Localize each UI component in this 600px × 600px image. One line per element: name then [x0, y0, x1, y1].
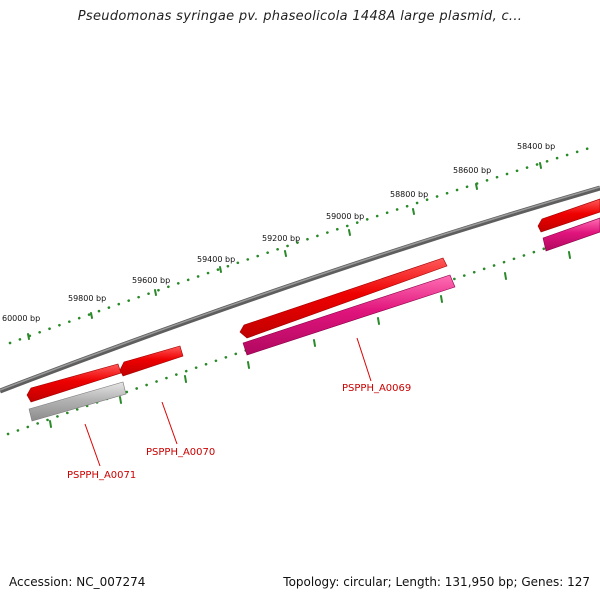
- plasmid-backbone: [0, 185, 600, 394]
- leader-line-a0069: [356, 337, 372, 382]
- ruler-label-59200: 59200 bp: [262, 234, 300, 243]
- gene-label-a0071[interactable]: PSPPH_A0071: [67, 470, 136, 481]
- inner-major-tick: [504, 272, 507, 280]
- ruler-label-59000: 59000 bp: [326, 212, 364, 221]
- gene-label-a0069[interactable]: PSPPH_A0069: [342, 383, 411, 394]
- ruler-label-59600: 59600 bp: [132, 276, 170, 285]
- inner-major-tick: [313, 339, 316, 347]
- gene-label-a0070[interactable]: PSPPH_A0070: [146, 447, 215, 458]
- inner-major-tick: [377, 317, 380, 325]
- outer-major-tick: [475, 183, 478, 190]
- leader-line-a0071: [84, 423, 101, 467]
- gene-arrow-a0070[interactable]: [119, 345, 184, 377]
- cds-bar-a0069[interactable]: [242, 274, 456, 356]
- outer-ruler: [8, 144, 598, 345]
- map-title: Pseudomonas syringae pv. phaseolicola 14…: [77, 9, 523, 24]
- outer-major-tick: [284, 250, 287, 257]
- ruler-labels: 60000 bp 59800 bp 59600 bp 59400 bp 5920…: [2, 142, 555, 323]
- ruler-label-59800: 59800 bp: [68, 294, 106, 303]
- ruler-label-58800: 58800 bp: [390, 190, 428, 199]
- inner-major-tick: [568, 251, 571, 259]
- outer-major-tick: [154, 289, 157, 296]
- outer-major-tick: [27, 333, 30, 340]
- ruler-label-60000: 60000 bp: [2, 314, 40, 323]
- ruler-label-59400: 59400 bp: [197, 255, 235, 264]
- inner-ruler: [6, 228, 600, 436]
- outer-major-tick: [412, 208, 415, 215]
- ruler-label-58400: 58400 bp: [517, 142, 555, 151]
- ruler-label-58600: 58600 bp: [453, 166, 491, 175]
- gene-arrow-a0069[interactable]: [239, 257, 448, 339]
- inner-major-tick: [440, 295, 443, 303]
- leader-line-a0070: [161, 401, 178, 445]
- accession-label: Accession: NC_007274: [9, 575, 146, 589]
- cds-bar-a0071[interactable]: [28, 381, 127, 422]
- outer-major-tick: [219, 266, 222, 273]
- inner-major-tick: [49, 420, 52, 428]
- gene-arrow-a0071[interactable]: [26, 363, 122, 403]
- gene-pspph-a0069[interactable]: [239, 257, 456, 356]
- topology-summary: Topology: circular; Length: 131,950 bp; …: [283, 575, 590, 589]
- gene-partial-right[interactable]: [537, 198, 600, 252]
- inner-major-tick: [119, 396, 122, 404]
- gene-pspph-a0071[interactable]: [26, 363, 127, 422]
- inner-major-tick: [247, 361, 250, 369]
- outer-major-tick: [90, 312, 93, 319]
- plasmid-backbone-highlight: [0, 186, 600, 391]
- cds-bar-partial[interactable]: [542, 217, 600, 252]
- inner-major-tick: [184, 375, 187, 383]
- gene-pspph-a0070[interactable]: [119, 345, 184, 377]
- gene-arrow-partial[interactable]: [537, 198, 600, 233]
- outer-major-tick: [539, 162, 542, 169]
- outer-major-tick: [348, 229, 351, 236]
